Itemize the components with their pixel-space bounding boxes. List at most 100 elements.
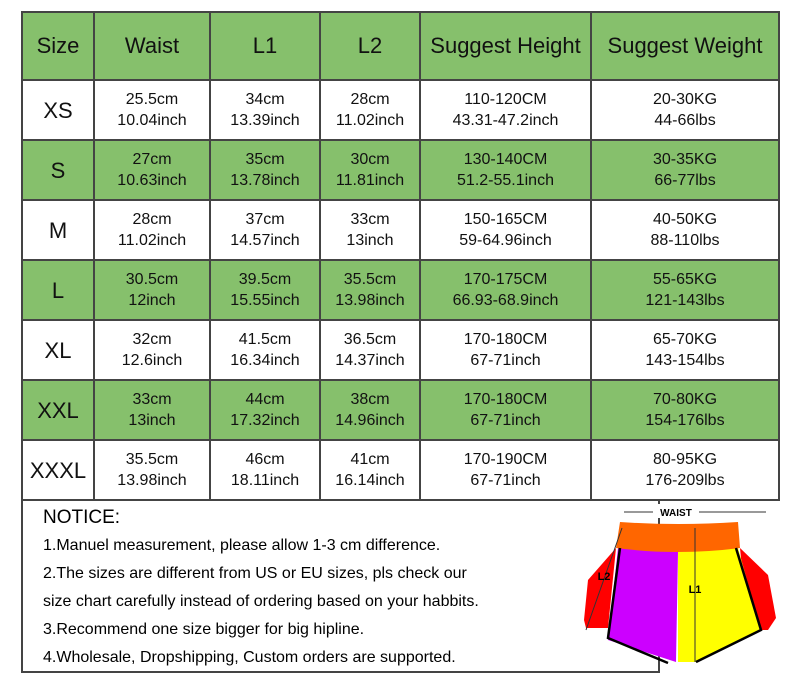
height-metric: 130-140CM <box>463 151 548 168</box>
header-height: Suggest Height <box>419 11 592 81</box>
l1-metric: 44cm <box>245 391 285 408</box>
waist-metric: 33cm <box>132 391 172 408</box>
waist-cell: 27cm 10.63inch <box>93 139 211 201</box>
notice-title: NOTICE: <box>43 507 121 528</box>
waist-imperial: 12inch <box>128 292 176 309</box>
notice-line: 4.Wholesale, Dropshipping, Custom orders… <box>43 649 456 666</box>
waist-imperial: 10.63inch <box>117 172 187 189</box>
l2-imperial: 14.37inch <box>335 352 405 369</box>
waist-cell: 28cm 11.02inch <box>93 199 211 261</box>
size-cell: S <box>21 139 95 201</box>
height-imperial: 66.93-68.9inch <box>452 292 559 309</box>
weight-metric: 30-35KG <box>652 151 718 168</box>
weight-metric: 70-80KG <box>652 391 718 408</box>
notice-line: 3.Recommend one size bigger for big hipl… <box>43 621 365 638</box>
weight-imperial: 143-154lbs <box>645 352 725 369</box>
weight-metric: 80-95KG <box>652 451 718 468</box>
weight-imperial: 88-110lbs <box>650 232 720 249</box>
header-size: Size <box>21 11 95 81</box>
height-cell: 150-165CM 59-64.96inch <box>419 199 592 261</box>
waist-label: WAIST <box>660 508 692 519</box>
l1-cell: 41.5cm 16.34inch <box>209 319 321 381</box>
l1-metric: 39.5cm <box>238 271 292 288</box>
l1-cell: 35cm 13.78inch <box>209 139 321 201</box>
l1-metric: 35cm <box>245 151 285 168</box>
weight-imperial: 154-176lbs <box>645 412 725 429</box>
waist-metric: 25.5cm <box>125 91 179 108</box>
height-imperial: 67-71inch <box>470 412 541 429</box>
l1-imperial: 14.57inch <box>230 232 300 249</box>
waist-imperial: 13.98inch <box>117 472 187 489</box>
height-imperial: 67-71inch <box>470 472 541 489</box>
l2-imperial: 13.98inch <box>335 292 405 309</box>
height-cell: 170-180CM 67-71inch <box>419 379 592 441</box>
l2-cell: 36.5cm 14.37inch <box>319 319 421 381</box>
waist-cell: 35.5cm 13.98inch <box>93 439 211 501</box>
notice-box: NOTICE: 1.Manuel measurement, please all… <box>21 499 660 673</box>
waist-imperial: 10.04inch <box>117 112 187 129</box>
l2-cell: 33cm 13inch <box>319 199 421 261</box>
header-waist: Waist <box>93 11 211 81</box>
notice-line: 1.Manuel measurement, please allow 1-3 c… <box>43 537 441 554</box>
weight-imperial: 66-77lbs <box>654 172 716 189</box>
height-metric: 110-120CM <box>464 91 547 108</box>
height-imperial: 51.2-55.1inch <box>457 172 554 189</box>
l2-cell: 35.5cm 13.98inch <box>319 259 421 321</box>
l2-metric: 28cm <box>350 91 390 108</box>
size-cell: XS <box>21 79 95 141</box>
weight-imperial: 176-209lbs <box>645 472 725 489</box>
height-imperial: 67-71inch <box>470 352 541 369</box>
weight-metric: 40-50KG <box>652 211 718 228</box>
weight-cell: 70-80KG 154-176lbs <box>590 379 780 441</box>
l2-cell: 41cm 16.14inch <box>319 439 421 501</box>
weight-metric: 20-30KG <box>652 91 718 108</box>
header-weight: Suggest Weight <box>590 11 780 81</box>
header-l1: L1 <box>209 11 321 81</box>
l2-imperial: 11.81inch <box>335 172 405 189</box>
l1-label: L1 <box>689 584 702 596</box>
l1-metric: 46cm <box>245 451 285 468</box>
l2-cell: 38cm 14.96inch <box>319 379 421 441</box>
size-cell: M <box>21 199 95 261</box>
waist-cell: 32cm 12.6inch <box>93 319 211 381</box>
l1-imperial: 13.78inch <box>230 172 300 189</box>
notice-line: size chart carefully instead of ordering… <box>43 593 479 610</box>
l1-cell: 37cm 14.57inch <box>209 199 321 261</box>
waist-cell: 33cm 13inch <box>93 379 211 441</box>
l2-imperial: 11.02inch <box>335 112 405 129</box>
table-row: XL 32cm 12.6inch 41.5cm 16.34inch 36.5cm 14.37… <box>21 319 780 381</box>
l2-metric: 35.5cm <box>343 271 397 288</box>
size-cell: XXL <box>21 379 95 441</box>
header-row: Size Waist L1 L2 Suggest Height Suggest … <box>21 11 780 81</box>
l1-metric: 37cm <box>245 211 285 228</box>
l2-label: L2 <box>598 571 611 583</box>
l1-imperial: 15.55inch <box>230 292 300 309</box>
weight-metric: 55-65KG <box>652 271 718 288</box>
table-row: XXL 33cm 13inch 44cm 17.32inch 38cm 14.96inch 1… <box>21 379 780 441</box>
l2-metric: 36.5cm <box>343 331 397 348</box>
weight-cell: 30-35KG 66-77lbs <box>590 139 780 201</box>
l1-metric: 41.5cm <box>238 331 292 348</box>
weight-cell: 65-70KG 143-154lbs <box>590 319 780 381</box>
table-row: L 30.5cm 12inch 39.5cm 15.55inch 35.5cm 13.98i… <box>21 259 780 321</box>
l2-cell: 30cm 11.81inch <box>319 139 421 201</box>
waist-cell: 30.5cm 12inch <box>93 259 211 321</box>
height-metric: 170-180CM <box>463 391 548 408</box>
l1-metric: 34cm <box>245 91 285 108</box>
table-row: M 28cm 11.02inch 37cm 14.57inch 33cm 13inch 150… <box>21 199 780 261</box>
height-cell: 130-140CM 51.2-55.1inch <box>419 139 592 201</box>
weight-metric: 65-70KG <box>652 331 718 348</box>
height-cell: 170-175CM 66.93-68.9inch <box>419 259 592 321</box>
size-chart-table: Size Waist L1 L2 Suggest Height Suggest … <box>21 11 780 501</box>
waist-metric: 28cm <box>132 211 172 228</box>
size-cell: XXXL <box>21 439 95 501</box>
l1-imperial: 18.11inch <box>230 472 300 489</box>
l1-cell: 39.5cm 15.55inch <box>209 259 321 321</box>
table-row: XXXL 35.5cm 13.98inch 46cm 18.11inch 41cm 16.1… <box>21 439 780 501</box>
size-cell: XL <box>21 319 95 381</box>
size-cell: L <box>21 259 95 321</box>
l1-cell: 44cm 17.32inch <box>209 379 321 441</box>
waist-cell: 25.5cm 10.04inch <box>93 79 211 141</box>
waist-imperial: 13inch <box>128 412 176 429</box>
l1-imperial: 17.32inch <box>230 412 300 429</box>
